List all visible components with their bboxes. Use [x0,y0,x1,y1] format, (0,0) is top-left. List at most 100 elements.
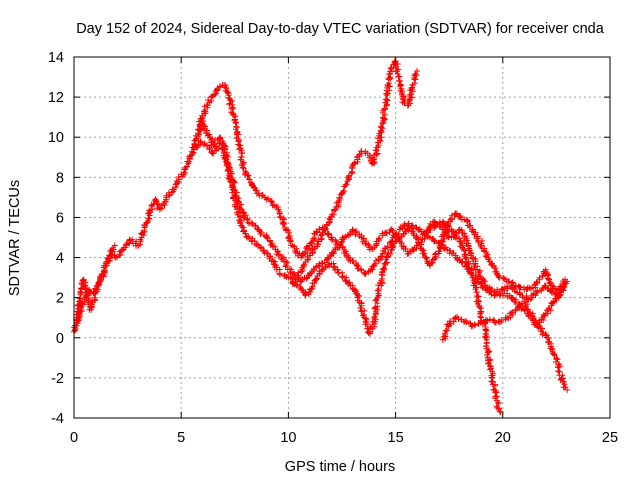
series-marker-run [234,195,247,217]
x-tick-label: 10 [280,430,296,446]
series-marker-run [465,243,481,273]
series-marker-run [256,192,266,199]
series-marker-run [391,58,403,84]
series-marker-run [307,241,322,257]
series-marker-run [535,312,548,328]
series-marker-run [345,160,358,180]
series-marker-run [312,267,325,283]
series-marker-run [222,82,231,95]
series-marker-run [283,227,294,249]
series-marker-run [141,207,154,229]
series-marker-run [107,244,117,259]
y-tick-label: -2 [51,371,64,387]
series-marker-run [560,378,569,391]
series-marker-run [383,68,395,97]
data-point [379,120,386,127]
series-marker-run [251,238,260,248]
series-marker-run [197,139,208,148]
series-marker-run [277,271,290,280]
data-point [463,254,470,261]
y-axis-label: SDTVAR / TECUs [7,180,23,296]
series-marker-run [307,263,320,277]
data-point [77,308,84,315]
series-marker-run [320,261,333,273]
data-point [444,246,451,253]
series-marker-run [276,210,288,231]
series-marker-run [486,316,499,326]
series-marker-run [405,222,420,239]
series-marker-run [475,267,488,289]
series-marker-run [481,333,494,367]
series-marker-run [307,229,320,247]
data-point [263,234,270,241]
series-marker-run [379,92,391,125]
series-marker-run [299,243,312,259]
series-marker-run [492,388,502,411]
data-point [388,238,395,245]
data-point [564,278,571,285]
series-marker-run [264,235,278,250]
series-marker-run [456,238,469,260]
chart-title: Day 152 of 2024, Sidereal Day-to-day VTE… [76,21,605,37]
series-marker-run [334,267,346,281]
series-marker-run [522,299,533,316]
data-point [414,68,421,75]
series-early-low-branch [72,242,118,329]
series-marker-run [554,363,566,383]
series-marker-run [299,272,312,283]
series-marker-run [452,254,463,264]
series-marker-run [87,290,99,311]
data-point [94,282,101,289]
series-steep-rise-arc [289,58,421,287]
series-marker-run [404,84,416,107]
series-marker-run [544,299,556,317]
data-point [199,114,206,121]
y-tick-label: 4 [56,251,64,267]
y-tick-label: -4 [51,411,64,427]
series-marker-run [488,260,501,278]
series-marker-run [324,248,337,262]
series-marker-run [362,263,377,277]
series-marker-run [114,247,126,260]
series-marker-run [495,405,503,415]
series-marker-run [495,273,509,283]
series-marker-run [514,300,525,312]
series-marker-run [135,227,148,249]
series-marker-run [345,255,360,268]
data-point [332,206,339,213]
series-marker-run [469,228,486,246]
plot-frame [73,56,611,419]
x-tick-label: 25 [602,430,618,446]
series-marker-run [447,315,459,327]
series-marker-run [234,208,244,227]
series-marker-run [357,304,370,323]
series-late-low-segment [439,278,571,343]
data-series [71,58,571,415]
data-point [242,230,249,237]
series-marker-run [230,111,241,136]
series-marker-run [471,319,484,329]
series-marker-run [427,250,442,268]
data-point [111,242,118,249]
series-marker-run [239,223,248,235]
series-marker-run [552,287,567,304]
x-tick-label: 0 [70,430,78,446]
data-point [564,386,571,393]
series-marker-run [446,247,457,257]
series-upper-peak-arc [195,82,568,299]
series-marker-run [542,284,556,296]
series-marker-run [484,284,495,294]
x-tick-label: 20 [495,430,511,446]
series-marker-run [359,235,373,251]
series-marker-run [543,332,555,352]
series-marker-run [409,70,420,88]
data-point [375,142,382,149]
y-tick-label: 14 [48,50,64,66]
data-point [452,314,459,321]
series-marker-run [462,255,476,281]
series-marker-run [462,317,475,330]
series-marker-run [209,90,220,100]
series-marker-run [531,278,541,291]
series-marker-run [72,311,84,329]
series-marker-run [370,292,382,325]
